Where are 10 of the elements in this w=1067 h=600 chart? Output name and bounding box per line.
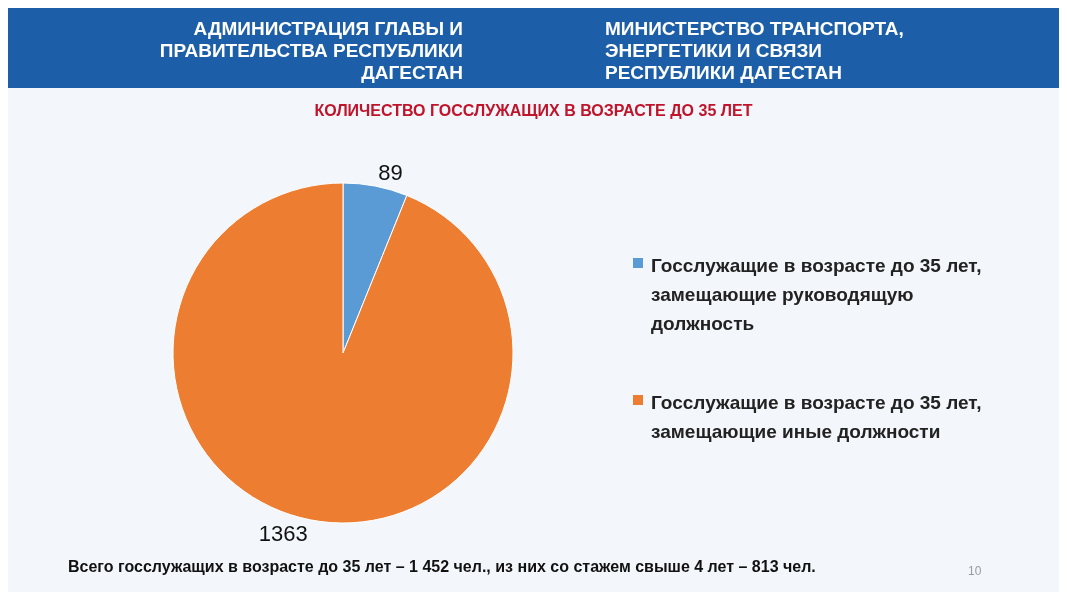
data-label: 89 xyxy=(378,160,403,186)
text: Всего госслужащих в возрасте до 35 лет – 1 452 чел., из них со стажем свыше 4 лет – 813 чел. xyxy=(68,558,816,576)
pie-slice xyxy=(172,182,514,524)
text: АДМИНИСТРАЦИЯ ГЛАВЫ И ПРАВИТЕЛЬСТВА РЕСПУБЛИКИ ДАГЕСТАН xyxy=(158,18,463,84)
chart-title: КОЛИЧЕСТВО ГОССЛУЖАЩИХ В ВОЗРАСТЕ ДО 35 ЛЕТ xyxy=(313,102,754,120)
text: МИНИСТЕРСТВО ТРАНСПОРТА, ЭНЕРГЕТИКИ И СВЯЗИ РЕСПУБЛИКИ ДАГЕСТАН xyxy=(605,18,905,84)
text: 10 xyxy=(968,564,982,578)
legend-label: Госслужащие в возрасте до 35 лет, замещающие иные должности xyxy=(651,390,983,444)
data-label: 1363 xyxy=(258,521,308,547)
legend-label: Госслужащие в возрасте до 35 лет, замещающие руководящую должность xyxy=(651,253,983,336)
